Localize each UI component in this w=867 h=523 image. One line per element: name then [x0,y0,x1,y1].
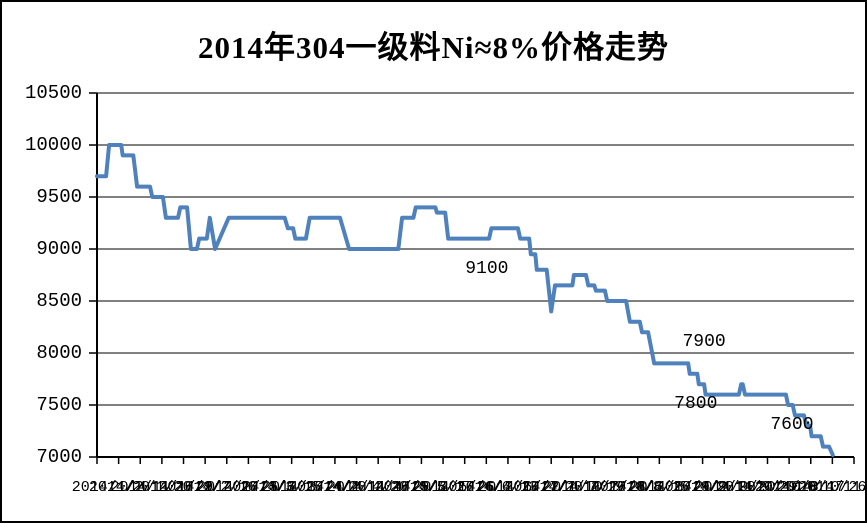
x-tick-label: 2014/1/29 [132,479,214,496]
x-tick-label: 2014/11/16 [798,479,865,496]
y-tick-label: 7000 [36,446,82,468]
y-tick-label: 10500 [24,82,82,104]
x-tick-label: 2014/7/19 [543,479,625,496]
x-tick-label: 2014/7/1 [504,479,577,496]
x-tick-label: 2014/7/10 [521,479,603,496]
x-tick-label: 2014/9/2 [655,479,728,496]
y-tick-label: 10000 [24,134,82,156]
x-tick-label: 2014/4/11 [305,479,387,496]
x-tick-label: 2014/5/17 [391,479,473,496]
x-tick-label: 2014/6/13 [456,479,538,496]
x-tick-label: 2014/10/8 [737,479,819,496]
x-tick-label: 2014/6/22 [478,479,560,496]
x-tick-label: 2014/10/26 [776,479,867,496]
y-tick-label: 9500 [36,186,82,208]
x-tick-label: 2014/8/6 [590,479,663,496]
y-tick-label: 9000 [36,238,82,260]
x-tick-label: 2014/8/15 [608,479,690,496]
y-tick-label: 7500 [36,394,82,416]
x-tick-label: 2014/10/17 [754,479,845,496]
x-tick-label: 2014/4/20 [326,479,408,496]
x-tick-label: 2014/3/6 [223,479,296,496]
x-tick-label: 2014/9/29 [716,479,798,496]
data-label: 9100 [465,258,509,279]
x-tick-label: 2014/1/20 [110,479,192,496]
x-tick-label: 2014/5/8 [374,479,447,496]
x-tick-label: 2014/5/26 [413,479,495,496]
x-tick-label: 2014/6/4 [439,479,512,496]
y-tick-label: 8000 [36,342,82,364]
x-tick-label: 2014/3/24 [261,479,343,496]
x-tick-label: 2014/9/11 [672,479,754,496]
x-tick-label: 2014/9/20 [694,479,776,496]
y-tick-label: 8500 [36,290,82,312]
x-tick-label: 2014/3/15 [240,479,322,496]
x-tick-label: 2014/1/2 [71,479,144,496]
data-label: 7800 [674,393,718,414]
x-tick-label: 2014/4/29 [348,479,430,496]
x-tick-label: 2014/2/7 [158,479,231,496]
data-label: 7900 [682,332,726,353]
x-tick-label: 2014/1/11 [88,479,170,496]
x-tick-label: 2014/2/25 [197,479,279,496]
data-label: 7600 [770,414,814,435]
x-tick-label: 2014/2/16 [175,479,257,496]
price-line [95,143,835,457]
x-tick-label: 2014/8/24 [629,479,711,496]
x-tick-label: 2014/7/28 [564,479,646,496]
x-tick-label: 2014/4/2 [288,479,361,496]
chart-title: 2014年304一级料Ni≈8%价格走势 [197,30,669,65]
